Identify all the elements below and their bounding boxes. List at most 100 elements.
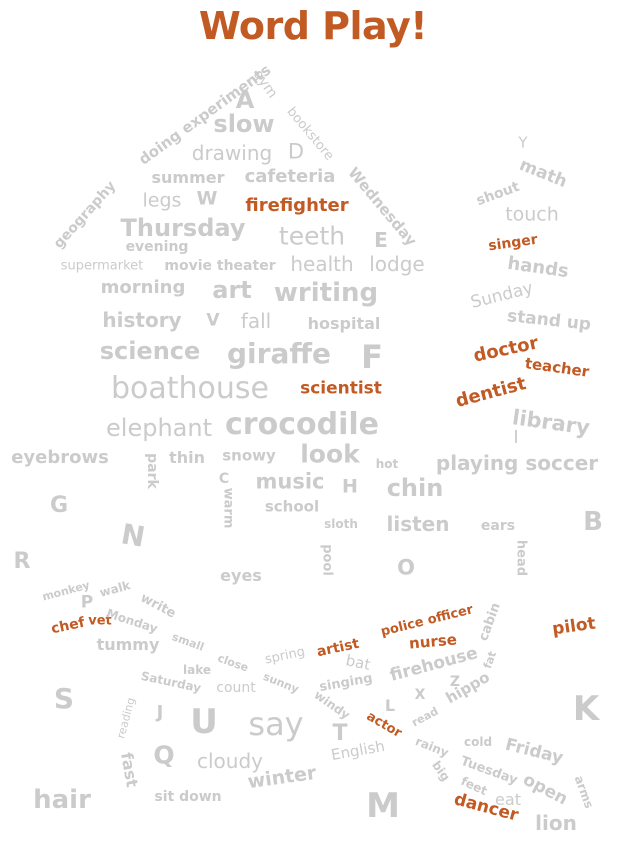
word-v-26: V — [206, 310, 220, 331]
word-e-16: E — [374, 228, 388, 252]
word-scientist-33: scientist — [300, 378, 382, 399]
word-j-105: J — [156, 702, 164, 723]
word-playing-soccer-55: playing soccer — [435, 451, 599, 475]
word-big-120: big — [429, 758, 453, 784]
word-health-20: health — [290, 252, 354, 276]
word-eyebrows-49: eyebrows — [11, 447, 109, 468]
word-c-56: C — [218, 471, 230, 487]
word-history-25: history — [102, 308, 182, 332]
word-summer-8: summer — [151, 168, 225, 187]
word-q-111: Q — [153, 740, 175, 770]
word-elephant-34: elephant — [106, 414, 212, 442]
word-read-110: read — [409, 704, 441, 730]
word-math-37: math — [516, 155, 570, 193]
word-count-94: count — [216, 680, 256, 696]
word-science-29: science — [99, 337, 201, 365]
word-windy-102: windy — [311, 687, 353, 723]
word-pilot-84: pilot — [550, 613, 597, 640]
word-giraffe-30: giraffe — [226, 337, 332, 370]
word-singer-40: singer — [487, 231, 539, 255]
word-write-75: write — [137, 590, 179, 622]
word-m-127: M — [366, 786, 400, 826]
word-hospital-28: hospital — [307, 314, 381, 333]
word-library-47: library — [510, 405, 592, 440]
word-drawing-5: drawing — [191, 141, 273, 165]
word-head-68: head — [513, 539, 529, 577]
word-chin-60: chin — [386, 474, 444, 502]
word-evening-17: evening — [125, 239, 189, 255]
word-sit-down-124: sit down — [154, 789, 222, 805]
word-f-31: F — [361, 338, 383, 376]
word-park-50: park — [144, 453, 160, 489]
word-w-12: W — [196, 187, 218, 210]
word-sloth-63: sloth — [324, 517, 358, 531]
word-teacher-45: teacher — [523, 354, 591, 381]
word-lake-89: lake — [182, 663, 212, 677]
word-touch-39: touch — [505, 203, 559, 226]
word-d-6: D — [287, 139, 305, 164]
word-l-101: L — [384, 696, 396, 715]
word-say-107: say — [248, 705, 304, 743]
word-hands-41: hands — [506, 252, 570, 283]
word-g-61: G — [49, 493, 69, 518]
word-arms-122: arms — [571, 773, 597, 811]
word-hair-123: hair — [33, 785, 91, 815]
word-morning-22: morning — [100, 277, 186, 298]
word-vet-77: vet — [88, 613, 112, 629]
word-open-121: open — [519, 769, 571, 810]
word-pool-69: pool — [319, 544, 335, 576]
word-hot-54: hot — [375, 457, 399, 471]
word-supermarket-18: supermarket — [60, 258, 144, 274]
word-small-81: small — [170, 630, 206, 654]
word-k-103: K — [572, 689, 600, 729]
word-boathouse-32: boathouse — [110, 371, 270, 406]
word-thursday-14: Thursday — [120, 214, 246, 242]
word-art-23: art — [212, 276, 252, 304]
word-ears-65: ears — [480, 518, 516, 534]
word-firefighter-13: firefighter — [245, 195, 349, 216]
word-music-58: music — [255, 469, 325, 494]
word-close-88: close — [215, 651, 251, 675]
word-a-0: A — [235, 86, 255, 114]
word-eat-126: eat — [495, 790, 521, 809]
word-snowy-52: snowy — [222, 446, 276, 465]
word-cafeteria-9: cafeteria — [244, 166, 336, 187]
word-fat-92: fat — [480, 649, 500, 671]
word-cloudy-112: cloudy — [197, 749, 263, 773]
word-o-72: O — [397, 555, 415, 580]
word-cold-115: cold — [463, 735, 493, 749]
page-title: Word Play! — [198, 4, 428, 48]
word-geography-7: geography — [50, 178, 120, 252]
word-school-62: school — [264, 497, 320, 516]
word-y-36: Y — [518, 133, 528, 152]
word-sunny-95: sunny — [261, 670, 301, 696]
word-r-70: R — [13, 549, 31, 574]
word-walk-74: walk — [98, 578, 132, 600]
word-x-100: X — [414, 687, 426, 703]
word-warm-57: warm — [220, 487, 236, 529]
word-p-76: P — [80, 592, 94, 613]
word-z-97: Z — [449, 674, 461, 690]
word-fast-117: fast — [117, 751, 142, 789]
word-writing-24: writing — [273, 278, 379, 308]
word-monday-78: Monday — [104, 606, 160, 636]
word-n-67: N — [118, 517, 148, 554]
word-spring-87: spring — [263, 644, 307, 668]
word-singing-96: singing — [318, 670, 374, 696]
word-legs-11: legs — [142, 189, 182, 212]
word-reading-104: reading — [114, 696, 138, 740]
word-slow-3: slow — [213, 110, 275, 138]
word-chef-79: chef — [49, 614, 87, 638]
word-tummy-80: tummy — [96, 635, 160, 654]
word-teeth-15: teeth — [278, 221, 346, 251]
word-u-106: U — [190, 702, 218, 742]
word-i-48: I — [513, 427, 519, 448]
word-friday-116: Friday — [503, 734, 566, 769]
word-look-53: look — [300, 439, 360, 469]
word-t-108: T — [332, 721, 348, 746]
word-cabin-83: cabin — [476, 600, 504, 644]
word-rainy-114: rainy — [413, 734, 451, 760]
word-thin-51: thin — [169, 448, 205, 467]
word-crocodile-35: crocodile — [225, 407, 379, 442]
